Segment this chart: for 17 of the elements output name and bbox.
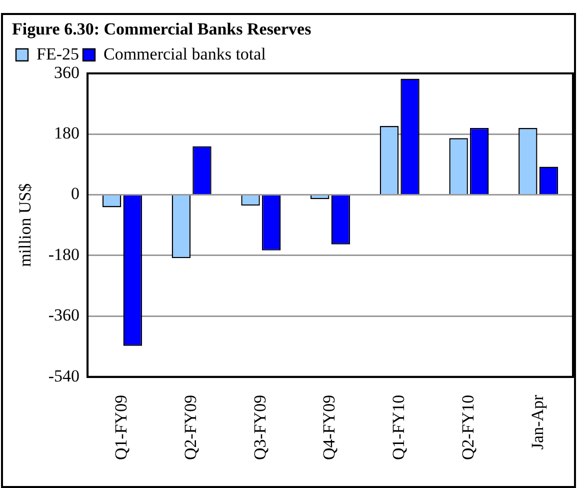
y-axis-title: million US$ — [16, 183, 35, 267]
y-tick-label: 180 — [54, 124, 80, 143]
x-tick-label: Q3-FY09 — [250, 394, 270, 460]
legend-label: FE-25 — [36, 44, 79, 64]
x-tick-label: Q2-FY10 — [458, 394, 478, 460]
x-tick-label: Q4-FY09 — [320, 394, 339, 460]
legend-label: Commercial banks total — [104, 44, 266, 64]
chart-title: Figure 6.30: Commercial Banks Reserves — [12, 20, 312, 39]
y-tick-label: -360 — [48, 306, 80, 325]
x-tick-label: Jan-Apr — [528, 394, 547, 450]
y-tick-label: -540 — [48, 366, 80, 386]
y-tick-label: 360 — [54, 62, 80, 82]
x-tick-label: Q1-FY10 — [389, 394, 408, 460]
x-tick-label: Q1-FY09 — [112, 394, 131, 460]
y-tick-label: 0 — [71, 184, 80, 204]
y-tick-label: -180 — [48, 244, 80, 264]
x-tick-label: Q2-FY09 — [181, 394, 200, 460]
